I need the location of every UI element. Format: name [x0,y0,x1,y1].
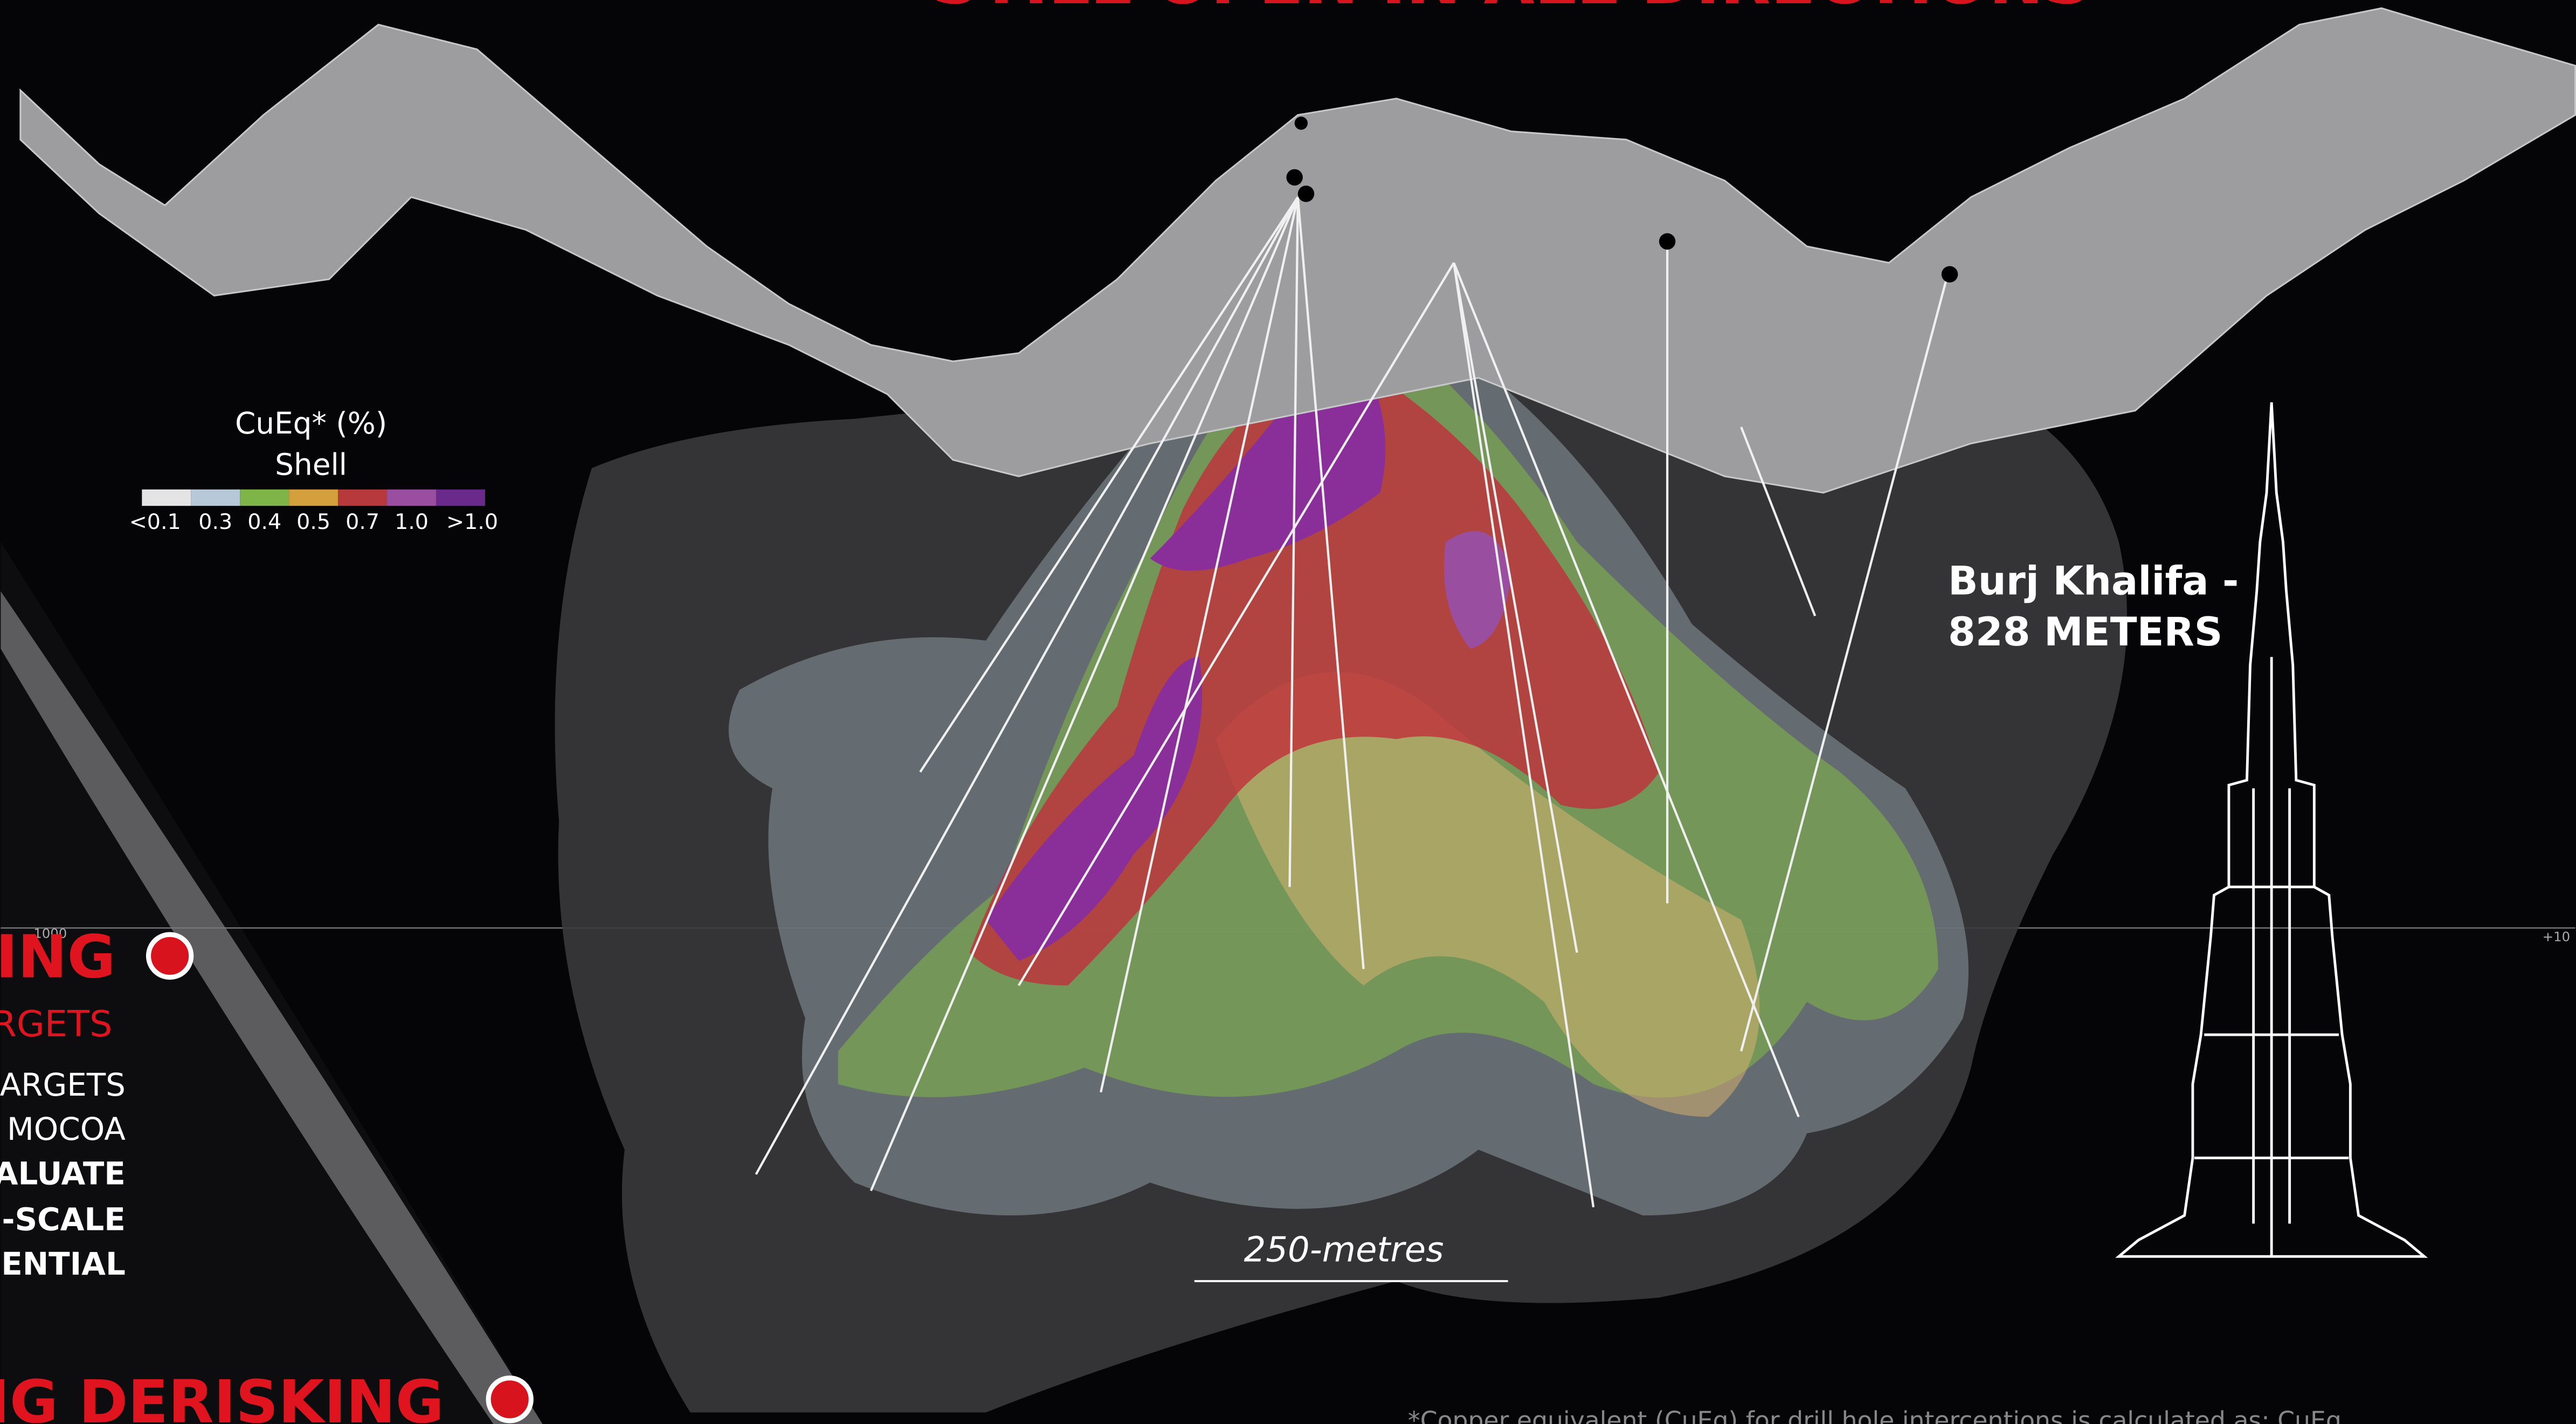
legend-label: <0.1 [129,510,181,534]
purple-shell [986,657,1203,961]
legend-swatch [387,489,436,506]
sidebar-marker [146,932,194,980]
footnote: *Copper equivalent (CuEq) for drill hole… [1408,1406,2342,1424]
legend-subtitle: Shell [275,447,347,481]
legend-label: 0.7 [346,510,379,534]
sidebar-item: ALUATE [0,1155,126,1192]
legend-label: >1.0 [446,510,498,534]
sidebar-marker [486,1375,534,1423]
burj-khalifa [2115,402,2428,1258]
sidebar-bg [1,542,543,1424]
sidebar-footer-heading: NG DERISKING [0,1367,444,1424]
legend-swatch [289,489,339,506]
purple-shell [1444,531,1511,649]
legend: <0.1 0.3 0.4 0.5 0.7 1.0 >1.0 [129,489,498,534]
legend-swatch [338,489,388,506]
scale-label: 250-metres [1244,1230,1444,1270]
axis-label: +10 [2543,928,2570,944]
sidebar-heading: ING [0,922,116,991]
axis-label: 1000 [33,925,67,941]
sidebar-subheading: RGETS [0,1003,112,1045]
legend-swatch [436,489,485,506]
legend-label: 0.5 [296,510,330,534]
legend-label: 0.3 [198,510,232,534]
sidebar-item: MOCOA [7,1111,126,1147]
orange-shell [1216,672,1760,1117]
legend-swatch [240,489,289,506]
legend-label: 1.0 [395,510,429,534]
legend-title: CuEq* (%) [235,406,387,441]
sidebar-item: ENTIAL [1,1246,126,1282]
collars [1286,116,1958,283]
annotation: Burj Khalifa - [1948,559,2239,604]
purple-shell [1150,358,1386,571]
legend-label: 0.4 [247,510,281,534]
sidebar-item: -SCALE [2,1201,126,1238]
legend-swatch [191,489,240,506]
legend-swatch [142,489,191,506]
annotation: 828 METERS [1948,609,2222,655]
sidebar-curve [1,591,543,1424]
drill-holes [755,196,1948,1208]
sidebar-item: ARGETS [0,1067,126,1103]
title: STILL OPEN IN ALL DIRECTIONS [931,0,2091,19]
